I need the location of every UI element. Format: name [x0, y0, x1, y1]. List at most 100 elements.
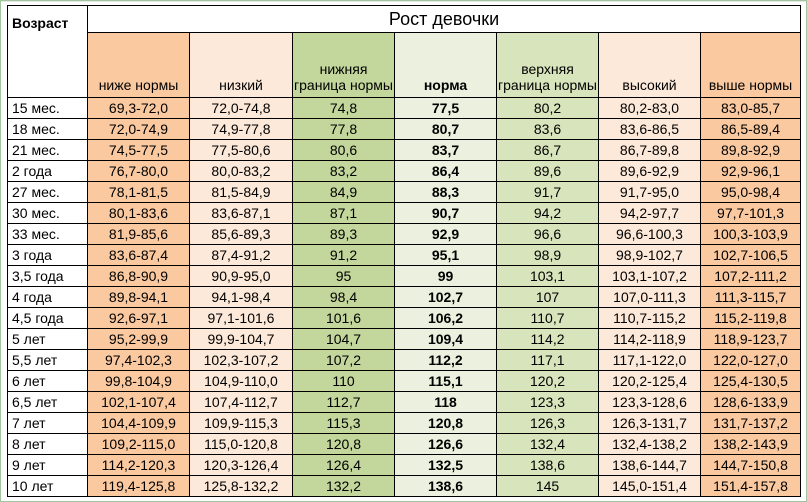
cell-lower-bound: 80,6 [292, 139, 395, 161]
cell-below-norm: 74,5-77,5 [87, 139, 190, 161]
cell-lower-bound: 95 [292, 265, 395, 287]
cell-below-norm: 69,3-72,0 [87, 97, 190, 119]
cell-above-norm: 100,3-103,9 [699, 223, 802, 245]
cell-above-norm: 138,2-143,9 [699, 433, 802, 455]
cell-upper-bound: 83,6 [496, 118, 599, 140]
column-header-high: высокий [598, 32, 701, 98]
cell-norm: 102,7 [394, 286, 497, 308]
cell-upper-bound: 110,7 [496, 307, 599, 329]
cell-lower-bound: 89,3 [292, 223, 395, 245]
cell-low: 81,5-84,9 [189, 181, 293, 203]
cell-above-norm: 151,4-157,8 [699, 475, 802, 497]
cell-upper-bound: 117,1 [496, 349, 599, 371]
cell-above-norm: 125,4-130,5 [699, 370, 802, 392]
cell-below-norm: 92,6-97,1 [87, 307, 190, 329]
cell-upper-bound: 91,7 [496, 181, 599, 203]
cell-above-norm: 144,7-150,8 [699, 454, 802, 476]
cell-high: 83,6-86,5 [598, 118, 701, 140]
cell-low: 77,5-80,6 [189, 139, 293, 161]
cell-upper-bound: 138,6 [496, 454, 599, 476]
age-cell: 6,5 лет [7, 391, 88, 413]
cell-below-norm: 109,2-115,0 [87, 433, 190, 455]
age-cell: 3,5 года [7, 265, 88, 287]
cell-below-norm: 97,4-102,3 [87, 349, 190, 371]
age-cell: 30 мес. [7, 202, 88, 224]
cell-high: 94,2-97,7 [598, 202, 701, 224]
cell-below-norm: 81,9-85,6 [87, 223, 190, 245]
cell-upper-bound: 80,2 [496, 97, 599, 119]
age-cell: 3 года [7, 244, 88, 266]
title-row: Возраст Рост девочки [7, 5, 802, 98]
cell-high: 107,0-111,3 [598, 286, 701, 308]
cell-lower-bound: 87,1 [292, 202, 395, 224]
cell-norm: 120,8 [394, 412, 497, 434]
cell-below-norm: 102,1-107,4 [87, 391, 190, 413]
cell-above-norm: 95,0-98,4 [699, 181, 802, 203]
cell-low: 115,0-120,8 [189, 433, 293, 455]
cell-low: 104,9-110,0 [189, 370, 293, 392]
cell-high: 98,9-102,7 [598, 244, 701, 266]
cell-norm: 90,7 [394, 202, 497, 224]
table-row: 15 мес. 69,3-72,0 72,0-74,8 74,8 77,5 80,2 80,… [7, 97, 802, 119]
table-row: 4,5 года 92,6-97,1 97,1-101,6 101,6 106,2 110… [7, 307, 802, 329]
table-row: 2 года 76,7-80,0 80,0-83,2 83,2 86,4 89,6 89,6… [7, 160, 802, 182]
age-cell: 5,5 лет [7, 349, 88, 371]
column-header-row: ниже нормы низкий нижняя граница нормы н… [8, 32, 802, 98]
cell-upper-bound: 86,7 [496, 139, 599, 161]
cell-upper-bound: 126,3 [496, 412, 599, 434]
cell-above-norm: 111,3-115,7 [699, 286, 802, 308]
cell-low: 80,0-83,2 [189, 160, 293, 182]
cell-upper-bound: 114,2 [496, 328, 599, 350]
cell-low: 85,6-89,3 [189, 223, 293, 245]
cell-above-norm: 89,8-92,9 [699, 139, 802, 161]
age-cell: 2 года [7, 160, 88, 182]
cell-low: 83,6-87,1 [189, 202, 293, 224]
cell-upper-bound: 107 [496, 286, 599, 308]
cell-lower-bound: 74,8 [292, 97, 395, 119]
cell-upper-bound: 120,2 [496, 370, 599, 392]
cell-high: 86,7-89,8 [598, 139, 701, 161]
cell-below-norm: 86,8-90,9 [87, 265, 190, 287]
cell-above-norm: 107,2-111,2 [699, 265, 802, 287]
cell-norm: 112,2 [394, 349, 497, 371]
cell-lower-bound: 115,3 [292, 412, 395, 434]
cell-lower-bound: 107,2 [292, 349, 395, 371]
cell-high: 110,7-115,2 [598, 307, 701, 329]
cell-above-norm: 97,7-101,3 [699, 202, 802, 224]
cell-below-norm: 76,7-80,0 [87, 160, 190, 182]
cell-upper-bound: 145 [496, 475, 599, 497]
cell-norm: 83,7 [394, 139, 497, 161]
table-row: 21 мес. 74,5-77,5 77,5-80,6 80,6 83,7 86,7 86,… [7, 139, 802, 161]
table-row: 6 лет 99,8-104,9 104,9-110,0 110 115,1 120,2 1… [7, 370, 802, 392]
cell-norm: 80,7 [394, 118, 497, 140]
cell-low: 125,8-132,2 [189, 475, 293, 497]
table-row: 18 мес. 72,0-74,9 74,9-77,8 77,8 80,7 83,6 83,… [7, 118, 802, 140]
age-cell: 4,5 года [7, 307, 88, 329]
cell-upper-bound: 96,6 [496, 223, 599, 245]
cell-low: 99,9-104,7 [189, 328, 293, 350]
cell-high: 123,3-128,6 [598, 391, 701, 413]
cell-low: 74,9-77,8 [189, 118, 293, 140]
cell-low: 107,4-112,7 [189, 391, 293, 413]
cell-above-norm: 118,9-123,7 [699, 328, 802, 350]
cell-norm: 109,4 [394, 328, 497, 350]
cell-lower-bound: 110 [292, 370, 395, 392]
cell-lower-bound: 101,6 [292, 307, 395, 329]
column-header-upper-bound: верхняя граница нормы [496, 32, 599, 98]
cell-lower-bound: 112,7 [292, 391, 395, 413]
table-row: 27 мес. 78,1-81,5 81,5-84,9 84,9 88,3 91,7 91,… [7, 181, 802, 203]
column-header-norm: норма [394, 32, 497, 98]
cell-below-norm: 78,1-81,5 [87, 181, 190, 203]
cell-high: 103,1-107,2 [598, 265, 701, 287]
cell-norm: 92,9 [394, 223, 497, 245]
cell-above-norm: 131,7-137,2 [699, 412, 802, 434]
cell-upper-bound: 132,4 [496, 433, 599, 455]
table-title: Рост девочки [86, 5, 802, 33]
age-cell: 8 лет [7, 433, 88, 455]
cell-below-norm: 119,4-125,8 [87, 475, 190, 497]
age-cell: 18 мес. [7, 118, 88, 140]
cell-above-norm: 86,5-89,4 [699, 118, 802, 140]
age-cell: 21 мес. [7, 139, 88, 161]
cell-below-norm: 80,1-83,6 [87, 202, 190, 224]
